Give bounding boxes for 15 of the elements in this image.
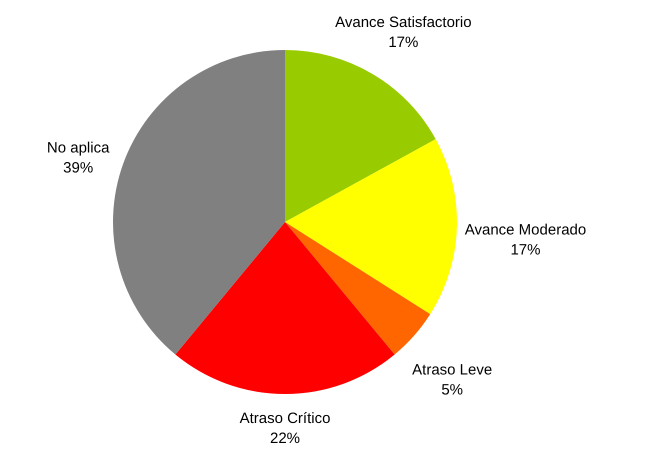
slice-label: Atraso Leve xyxy=(412,361,492,378)
slice-label: Avance Moderado xyxy=(464,222,586,239)
pie-slice xyxy=(285,50,436,222)
data-label: 17% xyxy=(388,34,418,51)
data-label: 39% xyxy=(63,160,94,177)
pie-slice xyxy=(285,139,457,314)
slice-label: Avance Satisfactorio xyxy=(335,14,472,31)
data-label: 5% xyxy=(441,381,464,398)
data-label: 22% xyxy=(270,430,300,447)
slice-label: No aplica xyxy=(46,140,110,157)
data-label: 17% xyxy=(510,242,540,259)
pie-slice xyxy=(175,222,395,394)
pie-slice xyxy=(113,50,285,355)
pie-slice xyxy=(285,222,430,355)
slice-label: Atraso Crítico xyxy=(240,410,330,427)
